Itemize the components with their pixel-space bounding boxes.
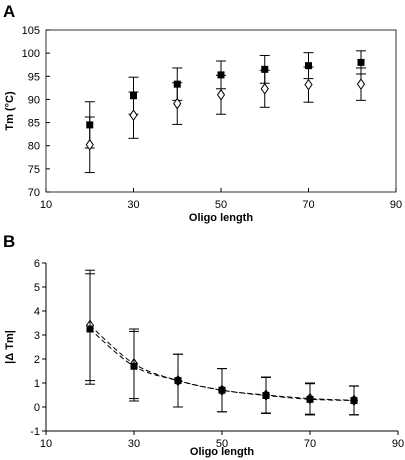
panel-a-x-tick-label: 50 bbox=[215, 199, 227, 211]
data-point bbox=[174, 377, 182, 385]
data-point bbox=[304, 78, 313, 91]
panel-a-y-axis-title: Tm (°C) bbox=[4, 91, 16, 131]
panel-a-x-tick-label: 70 bbox=[302, 199, 314, 211]
data-point bbox=[305, 62, 312, 70]
data-point bbox=[350, 397, 358, 405]
panel-b-y-axis-title: |Δ Tm| bbox=[4, 330, 16, 364]
data-point bbox=[261, 65, 269, 73]
panel-a-x-axis-title: Oligo length bbox=[189, 212, 253, 224]
panel-b-y-tick-label: 0 bbox=[34, 402, 40, 414]
panel-b-y-tick-label: 4 bbox=[34, 306, 40, 318]
panel-b-x-tick-label: 70 bbox=[304, 438, 316, 450]
data-point bbox=[306, 395, 314, 403]
panel-b: B -1 0 1 2 3 4 5 6 10 30 50 70 90 Oligo length |Δ T… bbox=[3, 232, 404, 458]
data-point bbox=[173, 97, 182, 110]
panel-b-y-tick-label: 1 bbox=[34, 378, 40, 390]
panel-b-x-axis-title: Oligo length bbox=[190, 446, 254, 458]
data-point bbox=[218, 386, 226, 394]
panel-b-marks bbox=[85, 269, 359, 416]
panel-b-y-tick-label: 3 bbox=[34, 330, 40, 342]
panel-a-y-tick-label: 90 bbox=[28, 94, 40, 106]
data-point bbox=[86, 325, 94, 333]
panel-a-y-tick-label: 70 bbox=[28, 187, 40, 199]
panel-b-y-tick-label: -1 bbox=[30, 426, 40, 438]
panel-a-y-tick-label: 75 bbox=[28, 164, 40, 176]
panel-a-y-tick-label: 95 bbox=[28, 71, 40, 83]
panel-a-x-tick-label: 10 bbox=[40, 199, 52, 211]
panel-a-y-tick-label: 100 bbox=[22, 48, 40, 60]
panel-b-x-tick-label: 30 bbox=[128, 438, 140, 450]
panel-b-y-tick-label: 5 bbox=[34, 282, 40, 294]
panel-b-y-ticks: -1 0 1 2 3 4 5 6 bbox=[30, 258, 46, 438]
data-point bbox=[129, 109, 138, 122]
data-point bbox=[85, 138, 94, 151]
panel-b-x-tick-label: 50 bbox=[216, 438, 228, 450]
panel-b-x-tick-label: 90 bbox=[392, 438, 404, 450]
panel-a-x-tick-label: 90 bbox=[390, 199, 402, 211]
data-point bbox=[130, 362, 138, 370]
panel-a-y-tick-label: 80 bbox=[28, 141, 40, 153]
panel-a-x-ticks: 10 30 50 70 90 bbox=[40, 188, 402, 211]
data-point bbox=[216, 88, 226, 101]
panel-a-y-tick-label: 85 bbox=[28, 118, 40, 130]
panel-a-marks bbox=[84, 50, 366, 174]
data-point bbox=[357, 58, 365, 66]
panel-b-y-tick-label: 6 bbox=[34, 258, 40, 270]
panel-a-x-tick-label: 30 bbox=[127, 199, 139, 211]
panel-b-x-ticks: 10 30 50 70 90 bbox=[40, 431, 404, 450]
data-point bbox=[262, 391, 270, 399]
panel-a-y-ticks: 70 75 80 85 90 95 100 105 bbox=[22, 25, 50, 199]
panel-b-label: B bbox=[3, 232, 15, 251]
panel-a: A 70 75 80 85 90 95 100 105 10 30 50 70 90 Oligo le… bbox=[3, 2, 402, 224]
data-point bbox=[356, 78, 366, 91]
data-point bbox=[260, 82, 269, 95]
panel-b-y-tick-label: 2 bbox=[34, 354, 40, 366]
panel-a-y-tick-label: 105 bbox=[22, 25, 40, 37]
panel-b-x-tick-label: 10 bbox=[40, 438, 52, 450]
panel-a-label: A bbox=[3, 2, 15, 21]
